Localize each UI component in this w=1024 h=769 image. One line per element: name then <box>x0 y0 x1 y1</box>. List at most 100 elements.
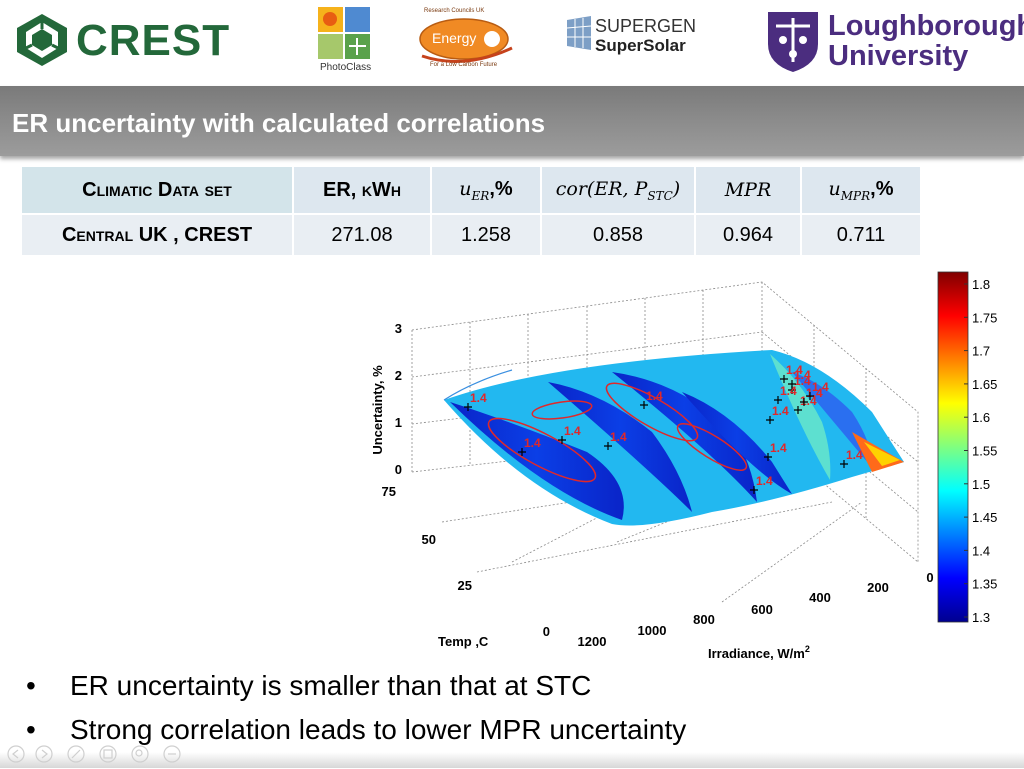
photoclass-tiles-icon <box>318 7 370 59</box>
col-header-u-mpr: uMPR,% <box>802 167 920 213</box>
slide-title: ER uncertainty with calculated correlati… <box>12 108 546 138</box>
x-tick-label: 0 <box>926 570 933 585</box>
x-axis-ticks: 0 200 400 600 800 1000 1200 <box>578 570 934 649</box>
contour-label: 1.4 <box>812 380 829 394</box>
colorbar-tick-label: 1.75 <box>972 310 997 325</box>
u-er-suffix: ,% <box>489 177 513 200</box>
bullet-item: • Strong correlation leads to lower MPR u… <box>26 708 686 752</box>
bullet-list: • ER uncertainty is smaller than that at … <box>26 664 686 752</box>
col-header-u-er: uER,% <box>432 167 540 213</box>
contour-label: 1.4 <box>794 374 811 388</box>
slide-title-bar: ER uncertainty with calculated correlati… <box>0 86 1024 156</box>
nav-pen-icon[interactable] <box>67 745 85 763</box>
contour-label: 1.4 <box>846 448 863 462</box>
contour-marker <box>766 416 774 424</box>
cell-u-mpr: 0.711 <box>802 215 920 255</box>
crest-logo[interactable]: CREST <box>12 12 229 68</box>
col-header-cor: cor(ER, PSTC) <box>542 167 694 213</box>
uncertainty-surface-plot: 1.4 1.4 1.4 1.4 1.4 1.4 1.4 1.4 1.4 1.4 1.4 1.4 1.4 1… <box>352 262 1012 667</box>
cell-er: 271.08 <box>294 215 430 255</box>
table-row: Central UK , CREST 271.08 1.258 0.858 0.… <box>22 215 920 255</box>
energy-top-text: Research Councils UK <box>424 8 485 14</box>
z-tick-label: 0 <box>395 462 402 477</box>
contour-marker <box>800 398 808 406</box>
z-axis-ticks: 0 1 2 3 <box>395 321 402 477</box>
u-mpr-suffix: ,% <box>870 177 894 200</box>
contour-label: 1.4 <box>564 424 581 438</box>
contour-label: 1.4 <box>470 391 487 405</box>
z-tick-label: 3 <box>395 321 402 336</box>
contour-marker <box>788 380 796 388</box>
loughborough-line2: University <box>828 40 969 72</box>
y-tick-label: 0 <box>543 624 550 639</box>
contour-marker <box>604 442 612 450</box>
nav-menu-icon[interactable] <box>99 745 117 763</box>
y-tick-label: 25 <box>458 578 472 593</box>
supergen-line2: SuperSolar <box>595 36 686 55</box>
u-mpr-subscript: MPR <box>840 188 871 203</box>
contour-label: 1.4 <box>794 368 811 382</box>
x-tick-label: 1200 <box>578 634 607 649</box>
colorbar-tick-label: 1.35 <box>972 577 997 592</box>
nav-more-icon[interactable] <box>163 745 181 763</box>
contour-marker <box>794 406 802 414</box>
supergen-logo[interactable]: SUPERGEN SuperSolar <box>565 14 696 60</box>
colorbar-tick-label: 1.6 <box>972 410 990 425</box>
col-header-er-label: ER, kWh <box>323 178 401 201</box>
table-header-row: Climatic Data set ER, kWh uER,% cor(ER, … <box>22 167 920 213</box>
footer-band <box>0 752 1024 768</box>
nav-zoom-icon[interactable] <box>131 745 149 763</box>
loughborough-logo[interactable]: Loughborough University <box>766 10 1024 74</box>
photoclass-logo[interactable]: PhotoClass <box>316 5 376 75</box>
contour-label: 1.4 <box>770 441 787 455</box>
contour-label: 1.4 <box>756 474 773 488</box>
surface-plot-svg: 1.41.41.4 1.41.41.41.41.41.41.41.41.41.41… <box>370 271 997 661</box>
cell-u-er: 1.258 <box>432 215 540 255</box>
col-header-er: ER, kWh <box>294 167 430 213</box>
energy-logo[interactable]: Research Councils UK Energy For a Low Ca… <box>416 8 520 70</box>
results-table: Climatic Data set ER, kWh uER,% cor(ER, … <box>20 165 922 257</box>
bullet-text: ER uncertainty is smaller than that at S… <box>70 670 592 701</box>
slide-nav-controls <box>6 744 186 769</box>
colorbar-tick-label: 1.5 <box>972 477 990 492</box>
bullet-item: • ER uncertainty is smaller than that at … <box>26 664 686 708</box>
z-axis-label: Uncertainty, % <box>370 365 385 455</box>
u-er-subscript: ER <box>471 188 490 203</box>
bullet-dot-icon: • <box>26 714 36 745</box>
y-tick-label: 75 <box>382 484 396 499</box>
bullet-dot-icon: • <box>26 670 36 701</box>
x-tick-label: 600 <box>751 602 773 617</box>
colorbar-tick-label: 1.55 <box>972 444 997 459</box>
bullet-text: Strong correlation leads to lower MPR un… <box>70 714 687 745</box>
x-tick-label: 200 <box>867 580 889 595</box>
nav-next-icon[interactable] <box>35 745 53 763</box>
x-axis-label-text: Irradiance, W/m <box>708 646 805 661</box>
contour-label: 1.4 <box>780 384 797 398</box>
u-er-var: uER <box>459 178 490 203</box>
energy-label: Energy <box>432 30 477 46</box>
contour-marker <box>774 396 782 404</box>
contour-label: 1.4 <box>610 430 627 444</box>
z-tick-label: 2 <box>395 368 402 383</box>
nav-prev-icon[interactable] <box>7 745 25 763</box>
cell-dataset: Central UK , CREST <box>22 215 292 255</box>
x-axis-label-sup: 2 <box>805 644 810 654</box>
university-shield-icon <box>768 12 818 72</box>
y-tick-label: 50 <box>422 532 436 547</box>
colorbar-tick-label: 1.65 <box>972 377 997 392</box>
col-header-climatic: Climatic Data set <box>22 167 292 213</box>
colorbar-ticks: 1.3 1.35 1.4 1.45 1.5 1.55 1.6 1.65 1.7 1.75 1.8 <box>964 277 997 625</box>
crest-emblem-icon <box>17 14 67 66</box>
colorbar-gradient <box>937 271 969 623</box>
u-mpr-var: uMPR <box>829 178 871 203</box>
logo-bar: CREST PhotoClass Research Councils UK En… <box>0 0 1024 84</box>
x-tick-label: 1000 <box>638 623 667 638</box>
colorbar-tick-label: 1.4 <box>972 543 990 558</box>
z-tick-label: 1 <box>395 415 402 430</box>
cell-cor: 0.858 <box>542 215 694 255</box>
col-header-climatic-label: Climatic Data set <box>82 178 232 201</box>
energy-emblem-icon <box>419 18 513 63</box>
x-tick-label: 800 <box>693 612 715 627</box>
cor-expression: cor(ER, PSTC) <box>556 178 680 203</box>
slide-nav-svg <box>7 745 181 763</box>
